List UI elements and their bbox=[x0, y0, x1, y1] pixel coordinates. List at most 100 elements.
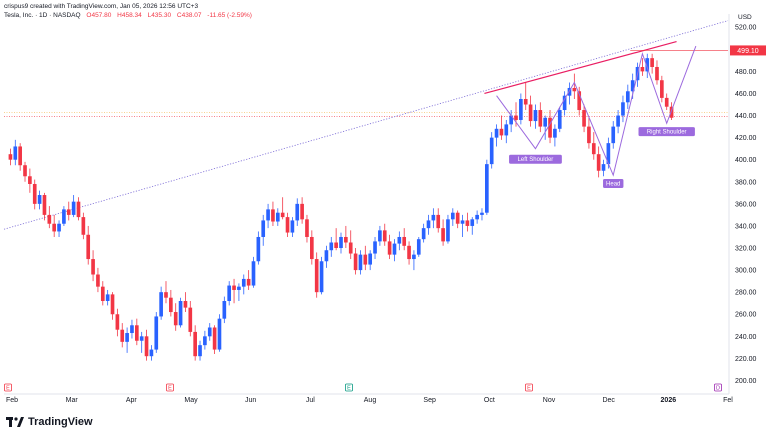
candle-body bbox=[66, 209, 71, 215]
candle-body bbox=[173, 312, 178, 326]
event-marker-label: E bbox=[527, 386, 531, 392]
candle-body bbox=[169, 297, 173, 313]
candle-body bbox=[144, 336, 149, 357]
long-trend-line bbox=[3, 20, 729, 230]
candle-body bbox=[436, 214, 441, 229]
pattern-label-box bbox=[603, 178, 624, 188]
candle-body bbox=[130, 325, 134, 334]
event-marker bbox=[4, 383, 12, 392]
candle-body bbox=[86, 234, 91, 260]
candle-body bbox=[237, 286, 241, 290]
candle-body bbox=[305, 219, 309, 237]
candle-body bbox=[402, 236, 407, 246]
chart-header: crispus9 created with TradingView.com, J… bbox=[4, 2, 252, 20]
candle-body bbox=[159, 292, 163, 317]
candle-body bbox=[416, 239, 421, 255]
candle-body bbox=[669, 106, 674, 118]
candle-body bbox=[548, 117, 552, 138]
candle-body bbox=[523, 98, 528, 105]
candle-body bbox=[71, 201, 76, 215]
x-tick-label: Feb bbox=[6, 397, 18, 404]
candle-body bbox=[290, 220, 295, 233]
candle-body bbox=[120, 329, 125, 342]
y-tick-label: 220.00 bbox=[735, 356, 757, 363]
candle-body bbox=[32, 183, 37, 204]
candle-body bbox=[533, 110, 538, 122]
candle-body bbox=[621, 102, 625, 116]
candle-body bbox=[57, 223, 61, 232]
candle-body bbox=[577, 91, 582, 111]
candle-body bbox=[426, 220, 431, 229]
event-marker-label: E bbox=[168, 386, 172, 392]
candle-body bbox=[334, 242, 338, 249]
candle-body bbox=[212, 327, 217, 350]
candle-body bbox=[485, 164, 489, 213]
candle-body bbox=[387, 241, 392, 255]
candle-body bbox=[91, 259, 95, 275]
candle-body bbox=[8, 154, 13, 160]
candle-body bbox=[606, 143, 611, 165]
candle-body bbox=[557, 110, 562, 129]
candle-body bbox=[528, 104, 533, 122]
high-value: H458.34 bbox=[117, 12, 142, 19]
candle-body bbox=[650, 58, 654, 67]
candle-body bbox=[134, 325, 139, 341]
pattern-label: Right Shoulder bbox=[647, 130, 687, 136]
pattern-label-box bbox=[638, 127, 695, 137]
candle-body bbox=[149, 349, 154, 357]
footer: TradingView bbox=[0, 410, 768, 434]
event-marker bbox=[714, 383, 722, 392]
change-value: -11.65 (-2.59%) bbox=[207, 12, 252, 19]
x-tick-label: Jul bbox=[306, 397, 315, 404]
candle-body bbox=[494, 128, 499, 138]
candle-body bbox=[246, 278, 251, 286]
y-tick-label: 520.00 bbox=[735, 25, 757, 32]
candle-body bbox=[266, 209, 270, 221]
candle-body bbox=[193, 331, 197, 357]
candle-body bbox=[358, 254, 363, 271]
candle-body bbox=[562, 95, 567, 111]
candle-body bbox=[329, 242, 334, 251]
candle-body bbox=[519, 98, 523, 120]
pattern-label: Left Shoulder bbox=[518, 157, 554, 163]
candle-body bbox=[553, 128, 557, 138]
candle-body bbox=[183, 301, 188, 308]
candle-body bbox=[62, 209, 66, 224]
candle-body bbox=[81, 217, 86, 235]
candle-body bbox=[18, 146, 22, 166]
candle-body bbox=[582, 110, 586, 127]
candle-body bbox=[397, 236, 402, 244]
x-tick-label: Sep bbox=[423, 397, 436, 404]
x-tick-label: Oct bbox=[484, 397, 495, 404]
y-tick-label: 380.00 bbox=[735, 179, 757, 186]
event-marker-label: E bbox=[6, 386, 10, 392]
event-marker-label: E bbox=[347, 386, 351, 392]
pattern-label: Head bbox=[606, 181, 620, 187]
candle-body bbox=[324, 250, 329, 262]
candle-body bbox=[261, 220, 266, 237]
pattern-label-box bbox=[509, 154, 562, 164]
candle-body bbox=[587, 126, 591, 144]
candle-body bbox=[465, 220, 470, 226]
candle-body bbox=[285, 217, 290, 233]
candle-body bbox=[110, 294, 115, 315]
candle-body bbox=[207, 327, 212, 337]
candle-body bbox=[543, 117, 548, 127]
candle-body bbox=[198, 345, 202, 357]
candle-body bbox=[664, 97, 669, 107]
x-tick-label: Apr bbox=[126, 397, 138, 404]
x-tick-label: May bbox=[184, 397, 198, 404]
y-tick-label: 440.00 bbox=[735, 113, 757, 120]
candle-body bbox=[139, 336, 144, 341]
low-value: L435.30 bbox=[147, 12, 172, 19]
candle-body bbox=[203, 336, 207, 346]
candle-body bbox=[164, 292, 168, 298]
candle-body bbox=[591, 143, 596, 155]
candle-body bbox=[470, 219, 475, 226]
candle-body bbox=[660, 80, 664, 98]
candle-body bbox=[275, 212, 280, 222]
price-chart[interactable]: USD 200.00 220.00 240.00 260.00 280.00 300.00 3… bbox=[0, 0, 768, 410]
event-marker-label: D bbox=[716, 386, 720, 392]
x-tick-label: Dec bbox=[602, 397, 615, 404]
x-tick-label: Jun bbox=[245, 397, 256, 404]
